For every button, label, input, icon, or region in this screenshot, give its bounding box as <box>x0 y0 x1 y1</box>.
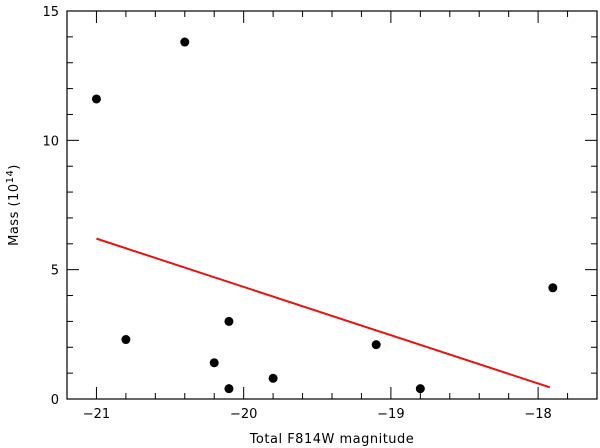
y-axis-title-main: Mass (10 <box>7 183 22 245</box>
fit-line-group <box>96 237 551 389</box>
plot-frame <box>66 10 598 400</box>
data-point <box>180 37 190 47</box>
data-point <box>224 316 234 326</box>
data-point <box>415 384 425 394</box>
x-tick-label: −19 <box>377 407 404 422</box>
x-axis-title: Total F814W magnitude <box>249 432 415 447</box>
data-point <box>268 373 278 383</box>
x-tick-label: −21 <box>83 407 110 422</box>
y-axis-title: Mass (1014) <box>5 164 22 246</box>
y-axis-title-superscript: 14 <box>5 170 16 184</box>
fit-line <box>96 237 551 389</box>
data-point <box>209 358 219 368</box>
axis-ticks <box>67 11 597 399</box>
y-tick-label: 10 <box>42 134 59 149</box>
data-point <box>91 94 101 104</box>
tick-labels: −21 −20 −19 −18 0 5 10 15 <box>42 5 551 422</box>
x-tick-label: −18 <box>524 407 551 422</box>
y-tick-label: 0 <box>51 393 59 408</box>
data-point <box>224 384 234 394</box>
data-points <box>91 37 558 394</box>
y-tick-label: 15 <box>42 5 59 20</box>
y-tick-label: 5 <box>51 264 59 279</box>
data-point <box>548 283 558 293</box>
y-axis-title-close: ) <box>7 164 22 170</box>
data-point <box>121 335 131 345</box>
data-point <box>371 340 381 350</box>
x-tick-label: −20 <box>230 407 257 422</box>
